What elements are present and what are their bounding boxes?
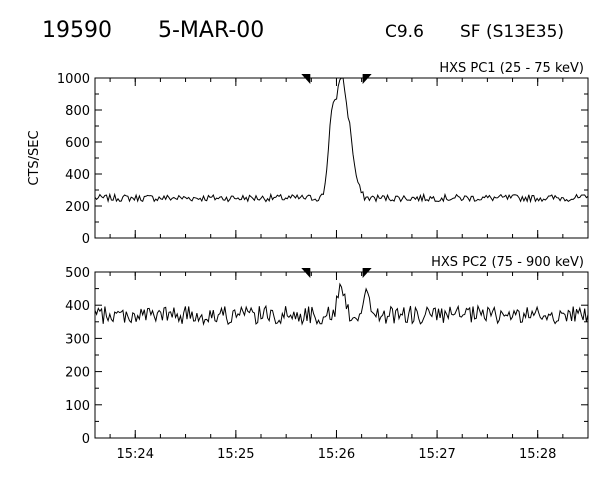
y-tick-label: 100	[65, 399, 90, 414]
interval-marker	[301, 74, 311, 84]
panel-title: HXS PC2 (75 - 900 keV)	[431, 255, 584, 270]
y-tick-label: 1000	[57, 72, 90, 87]
y-tick-label: 300	[65, 332, 90, 347]
y-tick-label: 0	[82, 432, 90, 447]
y-tick-label: 500	[65, 266, 90, 281]
chart-panel-2: 0 100 200 300 400 500 15:24 15:25 15:26 15:27 15:2…	[65, 255, 589, 462]
flare-location: SF (S13E35)	[460, 22, 565, 42]
y-tick-label: 800	[65, 104, 90, 119]
x-tick-label: 15:25	[217, 447, 254, 462]
y-tick-label: 400	[65, 299, 90, 314]
x-tick-label: 15:28	[519, 447, 556, 462]
interval-marker	[362, 268, 372, 278]
y-tick-label: 0	[82, 232, 90, 247]
interval-marker	[301, 268, 311, 278]
chart-panel-1: 0 200 400 600 800 1000 HXS PC1 (25 - 75 keV) CT…	[27, 61, 589, 247]
x-tick-label: 15:24	[117, 447, 154, 462]
plot-frame	[94, 271, 589, 439]
panel-title: HXS PC1 (25 - 75 keV)	[439, 61, 584, 76]
series-line	[94, 282, 589, 327]
event-id: 19590	[42, 18, 112, 43]
flare-class: C9.6	[385, 22, 424, 42]
y-tick-label: 200	[65, 200, 90, 215]
y-tick-label: 400	[65, 168, 90, 183]
x-tick-label: 15:27	[418, 447, 455, 462]
date-label: 5-MAR-00	[158, 18, 265, 43]
y-tick-label: 200	[65, 366, 90, 381]
plot-frame	[94, 77, 589, 239]
series-line	[94, 77, 589, 204]
y-tick-label: 600	[65, 136, 90, 151]
interval-marker	[362, 74, 372, 84]
x-tick-label: 15:26	[318, 447, 355, 462]
y-axis-label: CTS/SEC	[27, 130, 42, 185]
